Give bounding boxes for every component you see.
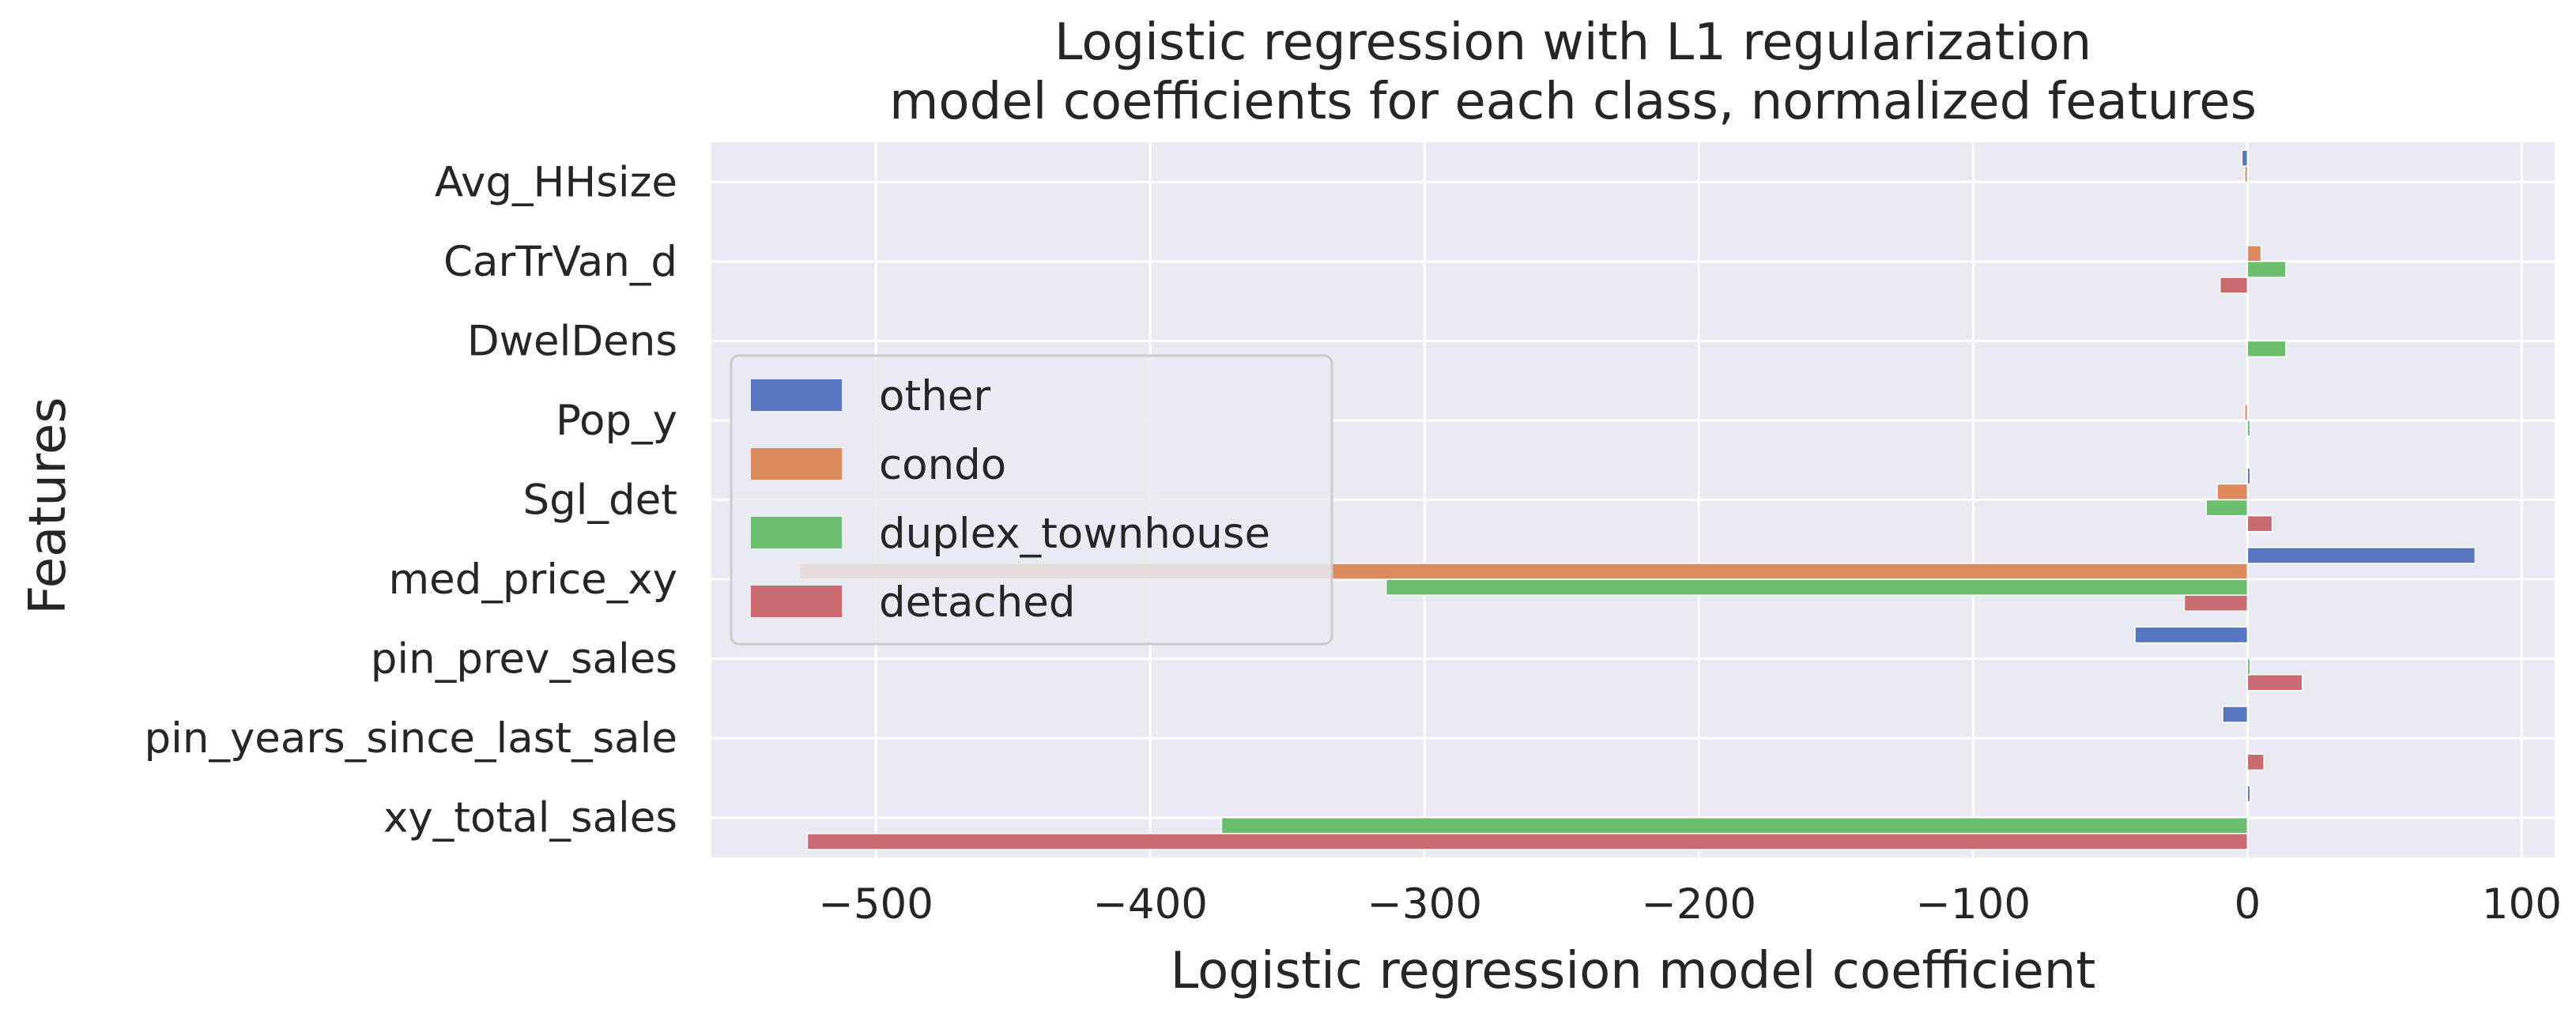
bar-condo-pin_years_since_last_sale — [2246, 721, 2249, 739]
bar-other-Pop_y — [2246, 387, 2249, 405]
x-tick-label: −300 — [1367, 880, 1482, 929]
y-tick-label: CarTrVan_d — [443, 238, 677, 286]
x-tick-label: −500 — [818, 880, 933, 929]
y-tick-label: Sgl_det — [522, 477, 677, 525]
bar-detached-pin_prev_sales — [2246, 673, 2303, 691]
bar-duplex_townhouse-med_price_xy — [1385, 578, 2249, 596]
y-tick-label: Avg_HHsize — [435, 158, 677, 206]
x-tick-labels: −500 −400 −300 −200 −100 0 100 — [818, 880, 2562, 929]
bar-detached-xy_total_sales — [806, 833, 2249, 850]
legend: other condo duplex_townhouse detached — [730, 354, 1333, 646]
bar-duplex_townhouse-Pop_y — [2246, 420, 2251, 437]
bar-other-pin_prev_sales — [2134, 626, 2249, 644]
legend-swatch-other — [751, 379, 842, 411]
bar-other-Sgl_det — [2246, 467, 2251, 485]
bar-condo-Pop_y — [2244, 404, 2249, 421]
y-tick-label: pin_years_since_last_sale — [144, 714, 677, 763]
y-axis-label: Features — [19, 397, 77, 614]
bar-other-DwelDens — [2246, 308, 2249, 326]
bar-other-Avg_HHsize — [2241, 149, 2249, 167]
y-tick-label: med_price_xy — [388, 556, 677, 604]
bar-condo-pin_prev_sales — [2246, 642, 2249, 660]
bar-other-med_price_xy — [2246, 547, 2476, 564]
bar-detached-med_price_xy — [2183, 594, 2249, 612]
bar-duplex_townhouse-pin_prev_sales — [2246, 657, 2251, 676]
bar-duplex_townhouse-Sgl_det — [2205, 499, 2249, 517]
bar-duplex_townhouse-CarTrVan_d — [2246, 261, 2287, 278]
bar-duplex_townhouse-pin_years_since_last_sale — [2246, 737, 2249, 755]
legend-label-condo: condo — [879, 441, 1006, 489]
x-axis-label: Logistic regression model coefficient — [1171, 942, 2096, 1000]
legend-label-other: other — [879, 372, 990, 420]
bar-duplex_townhouse-xy_total_sales — [1220, 816, 2249, 835]
y-tick-label: Pop_y — [556, 397, 677, 445]
x-tick-label: −200 — [1641, 880, 1756, 929]
legend-label-detached: detached — [879, 578, 1076, 627]
bar-condo-CarTrVan_d — [2246, 244, 2262, 262]
x-tick-label: 100 — [2482, 880, 2562, 929]
legend-label-duplex_townhouse: duplex_townhouse — [879, 510, 1270, 558]
bar-condo-xy_total_sales — [2246, 801, 2249, 819]
legend-swatch-detached — [751, 586, 842, 617]
bar-detached-Sgl_det — [2246, 514, 2273, 533]
chart-subtitle: model coefficients for each class, norma… — [889, 73, 2257, 131]
chart-title: Logistic regression with L1 regularizati… — [1054, 13, 2091, 72]
bar-duplex_townhouse-DwelDens — [2246, 340, 2287, 358]
y-tick-label: pin_prev_sales — [371, 635, 677, 684]
x-tick-label: −100 — [1916, 880, 2031, 929]
bar-duplex_townhouse-Avg_HHsize — [2246, 181, 2249, 199]
legend-swatch-duplex_townhouse — [751, 517, 842, 548]
bars — [798, 149, 2476, 850]
bar-detached-DwelDens — [2246, 356, 2249, 374]
y-tick-label: xy_total_sales — [383, 794, 677, 842]
bar-detached-CarTrVan_d — [2219, 277, 2249, 294]
y-tick-label: DwelDens — [467, 317, 677, 365]
bar-condo-Sgl_det — [2216, 483, 2249, 501]
bar-detached-Pop_y — [2246, 435, 2249, 453]
bar-other-xy_total_sales — [2246, 785, 2251, 803]
bar-detached-pin_years_since_last_sale — [2246, 753, 2265, 771]
bar-condo-Avg_HHsize — [2244, 165, 2249, 183]
bar-condo-DwelDens — [2246, 324, 2249, 342]
y-tick-labels: Avg_HHsize CarTrVan_d DwelDens Pop_y Sgl_det… — [144, 158, 677, 842]
x-tick-label: 0 — [2234, 880, 2261, 929]
bar-other-pin_years_since_last_sale — [2222, 706, 2249, 723]
bar-other-CarTrVan_d — [2246, 228, 2249, 247]
bar-detached-Avg_HHsize — [2246, 197, 2249, 215]
x-tick-label: −400 — [1092, 880, 1208, 929]
legend-box — [730, 354, 1333, 646]
legend-swatch-condo — [751, 448, 842, 480]
